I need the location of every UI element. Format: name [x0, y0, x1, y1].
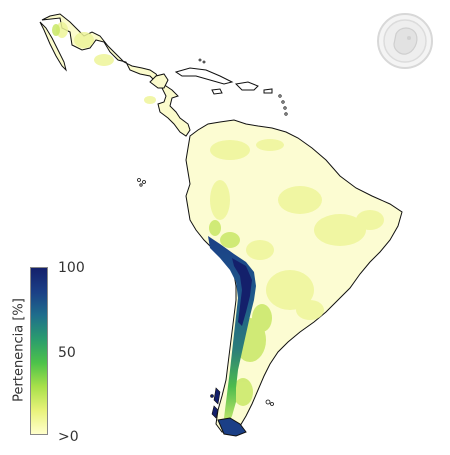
- yucatan-landmass: [149, 73, 169, 89]
- low-suitability-patches: [56, 22, 384, 320]
- institution-seal-icon: [377, 13, 433, 69]
- hispaniola-island: [234, 81, 259, 91]
- falkland-islands: [265, 399, 274, 406]
- galapagos-islands: [137, 178, 146, 187]
- chilean-archipelago: [210, 387, 221, 419]
- legend-tick-max: 100: [58, 260, 85, 276]
- puerto-rico-island: [263, 88, 273, 94]
- legend-tick-min: >0: [58, 429, 79, 445]
- andes-core-high: [232, 258, 252, 326]
- baja-california-landmass: [39, 21, 67, 72]
- jamaica-island: [211, 88, 223, 95]
- lesser-antilles-islands: [198, 58, 288, 116]
- tierra-del-fuego: [217, 417, 247, 437]
- legend-title: Pertenencia [%]: [11, 298, 27, 402]
- legend-color-bar: [30, 267, 48, 435]
- cuba-island: [174, 67, 234, 85]
- legend-tick-mid: 50: [58, 345, 76, 361]
